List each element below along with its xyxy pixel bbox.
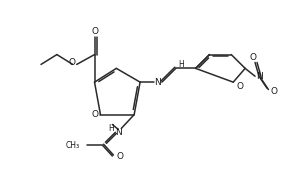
- Text: O: O: [91, 27, 98, 36]
- Text: O: O: [250, 53, 257, 62]
- Text: O: O: [91, 110, 98, 119]
- Text: O: O: [68, 58, 75, 67]
- Text: O: O: [271, 86, 278, 95]
- Text: N: N: [256, 72, 262, 81]
- Text: H: H: [108, 124, 114, 133]
- Text: H: H: [178, 60, 184, 69]
- Text: O: O: [116, 151, 123, 160]
- Text: CH₃: CH₃: [65, 141, 80, 150]
- Text: O: O: [236, 82, 243, 91]
- Text: N: N: [155, 78, 161, 87]
- Text: N: N: [115, 128, 122, 137]
